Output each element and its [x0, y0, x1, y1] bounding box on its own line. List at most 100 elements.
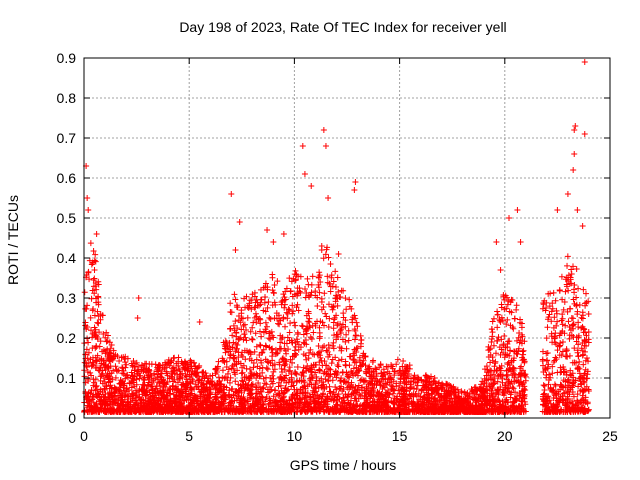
data-point — [358, 336, 365, 343]
data-point — [565, 287, 572, 294]
data-point — [408, 391, 415, 398]
data-point — [317, 354, 324, 361]
data-point — [83, 271, 90, 278]
data-point — [308, 289, 315, 296]
data-point — [90, 376, 97, 383]
data-point — [344, 394, 351, 401]
data-point — [252, 310, 259, 317]
data-point — [287, 356, 294, 363]
data-point — [546, 303, 553, 310]
data-point — [302, 352, 309, 359]
data-point — [562, 288, 569, 295]
data-point — [248, 306, 255, 313]
data-point — [518, 331, 525, 338]
data-point — [248, 381, 255, 388]
data-point — [261, 380, 268, 387]
data-point — [219, 367, 226, 374]
data-point — [481, 393, 488, 400]
data-point — [583, 332, 590, 339]
data-point — [182, 372, 189, 379]
data-point — [327, 261, 334, 268]
data-point — [323, 362, 330, 369]
data-point — [339, 336, 346, 343]
data-point — [560, 390, 567, 397]
data-point — [233, 389, 240, 396]
data-point — [225, 366, 232, 373]
data-point — [238, 307, 245, 314]
data-point — [549, 387, 556, 394]
data-point — [335, 363, 342, 370]
data-point — [292, 370, 299, 377]
data-point — [494, 311, 501, 318]
data-point — [510, 385, 517, 392]
data-point — [294, 390, 301, 397]
data-point — [307, 346, 314, 353]
data-point — [320, 322, 327, 329]
data-point — [284, 334, 291, 341]
data-point — [236, 335, 243, 342]
data-point — [549, 370, 556, 377]
data-point — [511, 315, 518, 322]
data-point — [329, 306, 336, 313]
data-point — [551, 392, 558, 399]
data-point — [268, 386, 275, 393]
data-point — [554, 318, 561, 325]
data-point — [574, 347, 581, 354]
data-point — [513, 306, 520, 313]
data-point — [251, 314, 258, 321]
data-point — [346, 374, 353, 381]
data-point — [332, 298, 339, 305]
data-point — [330, 339, 337, 346]
data-point — [113, 366, 120, 373]
data-point — [418, 387, 425, 394]
data-point — [324, 394, 331, 401]
data-point — [224, 377, 231, 384]
data-point — [310, 329, 317, 336]
data-point — [575, 383, 582, 390]
data-point — [128, 384, 135, 391]
data-point — [249, 324, 256, 331]
data-point — [91, 275, 98, 282]
data-point — [264, 366, 271, 373]
data-point — [388, 382, 395, 389]
data-point — [232, 296, 239, 303]
data-point — [232, 348, 239, 355]
data-point — [91, 312, 98, 319]
data-point — [330, 345, 337, 352]
data-point — [403, 384, 410, 391]
data-point — [266, 314, 273, 321]
data-point — [237, 319, 244, 326]
data-point — [284, 315, 291, 322]
data-point — [230, 339, 237, 346]
data-point — [257, 357, 264, 364]
data-point — [354, 323, 361, 330]
data-point — [175, 354, 182, 361]
data-point — [327, 390, 334, 397]
data-point — [370, 369, 377, 376]
data-point — [563, 281, 570, 288]
data-point — [304, 275, 311, 282]
data-point — [574, 365, 581, 372]
data-point — [509, 404, 516, 411]
data-point — [325, 323, 332, 330]
data-point — [349, 319, 356, 326]
data-point — [338, 287, 345, 294]
data-point — [556, 352, 563, 359]
data-point — [305, 349, 312, 356]
data-point — [247, 328, 254, 335]
data-point — [293, 371, 300, 378]
data-point — [283, 285, 290, 292]
data-point — [264, 304, 271, 311]
data-point — [242, 380, 249, 387]
data-point — [241, 321, 248, 328]
data-point — [556, 287, 563, 294]
data-point — [285, 306, 292, 313]
data-point — [318, 382, 325, 389]
data-point — [119, 364, 126, 371]
data-point — [351, 359, 358, 366]
data-point — [400, 357, 407, 364]
data-point — [277, 332, 284, 339]
data-point — [332, 384, 339, 391]
data-point — [575, 353, 582, 360]
data-point — [287, 320, 294, 327]
